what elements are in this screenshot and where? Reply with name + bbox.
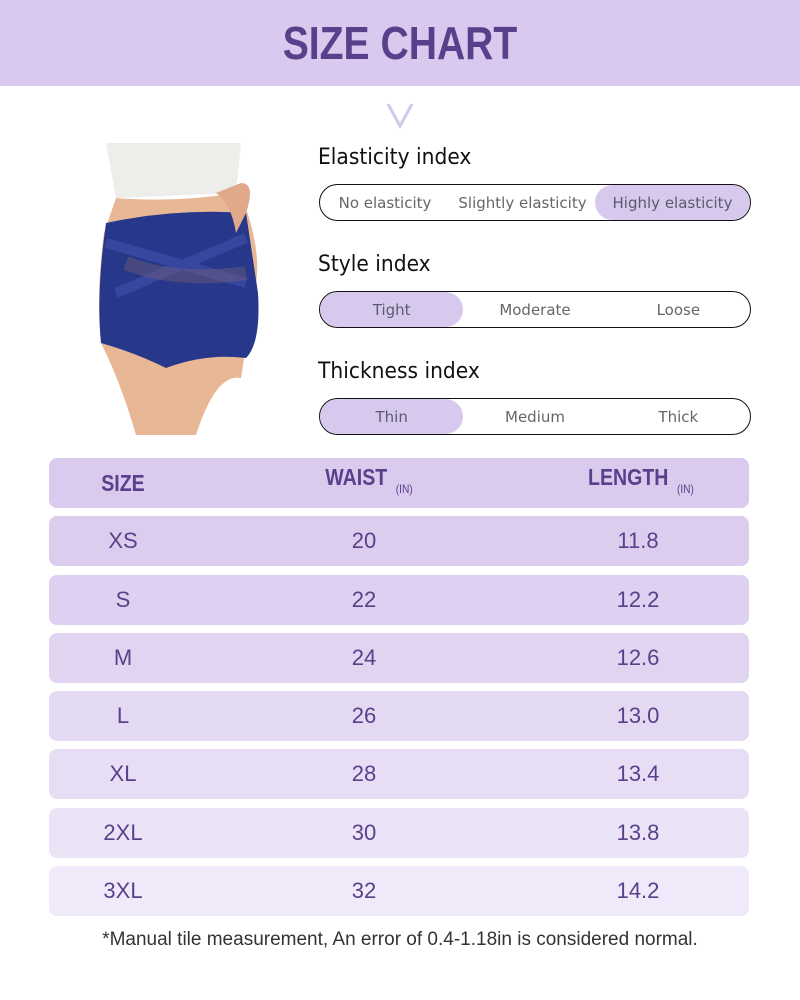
style-label: Style index	[318, 252, 431, 277]
length-cell: 11.8	[617, 528, 659, 553]
chevron-down-icon	[386, 103, 414, 130]
table-row: 3XL 32 14.2	[49, 866, 749, 916]
waist-cell: 32	[351, 878, 377, 903]
header-waist-unit: (IN)	[395, 482, 413, 496]
style-selector: Tight Moderate Loose	[319, 291, 751, 328]
waist-cell: 28	[351, 761, 377, 786]
elasticity-label: Elasticity index	[318, 145, 472, 170]
length-cell: 13.0	[616, 703, 660, 728]
length-cell: 13.4	[616, 761, 660, 786]
length-cell: 12.6	[616, 645, 660, 670]
size-cell: 2XL	[103, 820, 143, 845]
waist-cell: 20	[351, 528, 377, 553]
option-thick: Thick	[658, 407, 699, 426]
header-waist-label: WAIST	[325, 464, 388, 490]
table-row: M 24 12.6	[49, 633, 749, 683]
size-cell: L	[116, 703, 130, 728]
option-thin: Thin	[320, 399, 464, 434]
length-cell: 13.8	[616, 820, 660, 845]
product-photo	[99, 143, 259, 435]
option-medium: Medium	[505, 407, 565, 426]
thickness-selector: Thin Medium Thick	[319, 398, 751, 435]
waist-cell: 24	[351, 645, 377, 670]
table-row: L 26 13.0	[49, 691, 749, 741]
size-cell: XL	[109, 761, 137, 786]
waist-cell: 30	[351, 820, 377, 845]
option-slightly-elasticity: Slightly elasticity	[458, 193, 587, 212]
header-length-label: LENGTH	[588, 464, 669, 490]
length-cell: 14.2	[616, 878, 660, 903]
table-row: XS 20 11.8	[49, 516, 749, 566]
header-waist: WAIST (IN)	[325, 464, 412, 496]
elasticity-selector: No elasticity Slightly elasticity Highly…	[319, 184, 751, 221]
table-row: 2XL 30 13.8	[49, 808, 749, 858]
header-length-unit: (IN)	[676, 482, 694, 496]
size-cell: S	[115, 587, 131, 612]
option-moderate: Moderate	[499, 300, 571, 319]
header-size: SIZE	[101, 470, 144, 497]
thickness-label: Thickness index	[318, 359, 480, 384]
footnote: *Manual tile measurement, An error of 0.…	[102, 929, 698, 950]
header-length: LENGTH (IN)	[588, 464, 694, 496]
option-no-elasticity: No elasticity	[338, 193, 432, 212]
option-highly-elasticity: Highly elasticity	[595, 185, 750, 220]
header-size-label: SIZE	[101, 469, 145, 496]
header-banner: SIZE CHART	[0, 0, 800, 86]
size-cell: 3XL	[103, 878, 143, 903]
table-row: S 22 12.2	[49, 575, 749, 625]
waist-cell: 22	[351, 587, 377, 612]
option-loose: Loose	[656, 300, 701, 319]
length-cell: 12.2	[616, 587, 660, 612]
page-title: SIZE CHART	[282, 17, 518, 69]
waist-cell: 26	[351, 703, 377, 728]
option-tight: Tight	[320, 292, 464, 327]
table-header: SIZE WAIST (IN) LENGTH (IN)	[49, 458, 749, 508]
size-cell: XS	[108, 528, 138, 553]
size-cell: M	[113, 645, 133, 670]
table-row: XL 28 13.4	[49, 749, 749, 799]
